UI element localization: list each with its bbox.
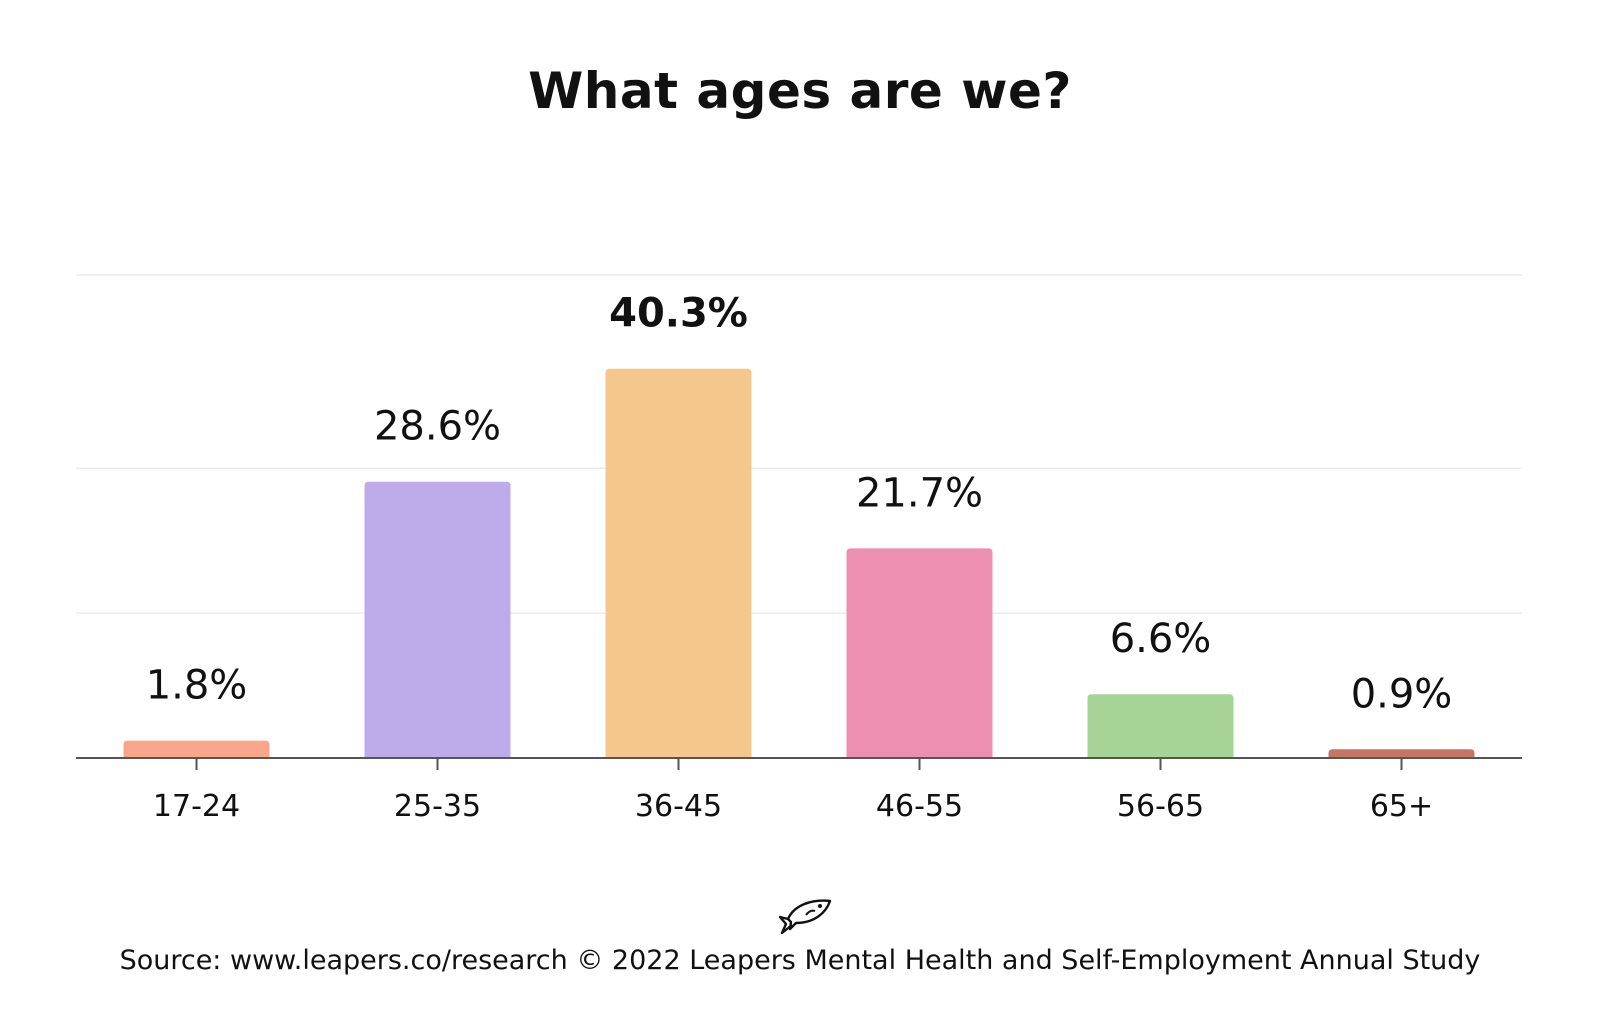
x-axis-ticks [195, 758, 1403, 770]
bar-36-45 [605, 368, 752, 758]
tick-label-17-24: 17-24 [153, 789, 240, 824]
x-axis-tick-labels: 17-24 25-35 36-45 46-55 56-65 65+ [153, 789, 1433, 824]
bar-chart: 1.8% 28.6% 40.3% 21.7% 6.6% 0.9% 17-24 25-35 36… [76, 274, 1522, 824]
tick-label-46-55: 46-55 [876, 789, 963, 824]
value-label-36-45: 40.3% [609, 291, 748, 337]
tick-label-65+: 65+ [1370, 789, 1433, 824]
tick-label-36-45: 36-45 [635, 789, 722, 824]
value-label-17-24: 1.8% [146, 663, 248, 709]
value-label-65+: 0.9% [1351, 671, 1453, 717]
bar-56-65 [1087, 694, 1234, 758]
bar-17-24 [123, 740, 270, 758]
fish-icon [778, 899, 832, 935]
bar-46-55 [846, 548, 993, 758]
value-label-56-65: 6.6% [1110, 616, 1212, 662]
bars [123, 368, 1475, 758]
bar-25-35 [364, 481, 511, 758]
value-label-25-35: 28.6% [374, 404, 501, 450]
bar-65+ [1328, 749, 1475, 758]
gridlines [76, 274, 1522, 614]
source-footnote: Source: www.leapers.co/research © 2022 L… [119, 945, 1481, 976]
chart-title: What ages are we? [528, 62, 1072, 120]
value-labels: 1.8% 28.6% 40.3% 21.7% 6.6% 0.9% [146, 291, 1453, 718]
value-label-46-55: 21.7% [856, 470, 983, 516]
tick-label-25-35: 25-35 [394, 789, 481, 824]
tick-label-56-65: 56-65 [1117, 789, 1204, 824]
